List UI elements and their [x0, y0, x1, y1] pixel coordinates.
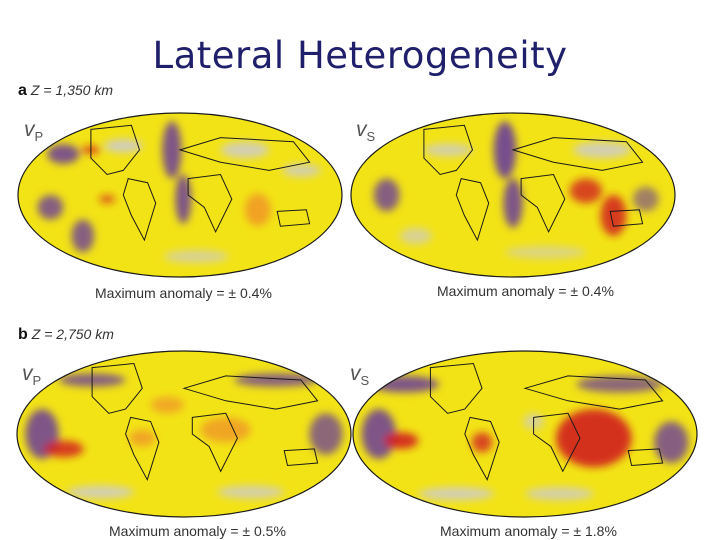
anomaly-patch — [150, 396, 184, 414]
anomaly-patch — [471, 432, 493, 453]
anomaly-patch — [525, 487, 594, 501]
map-outline — [352, 350, 698, 518]
panel-letter: b — [18, 326, 28, 343]
coastline — [464, 416, 500, 481]
anomaly-patch — [282, 163, 321, 177]
velocity-subscript: S — [360, 373, 370, 389]
coastline — [609, 209, 644, 227]
map-b-vs — [352, 350, 698, 518]
coastline — [182, 375, 319, 410]
anomaly-patch — [47, 144, 80, 164]
anomaly-patch — [572, 141, 632, 159]
velocity-subscript: P — [32, 373, 42, 389]
panel-letter: a — [18, 82, 27, 99]
depth-label: Z = 1,350 km — [30, 82, 113, 98]
coastline — [523, 375, 664, 410]
coastline — [276, 209, 311, 227]
anomaly-patch — [504, 245, 586, 259]
anomaly-patch — [99, 195, 116, 204]
anomaly-patch — [43, 440, 84, 458]
coastline — [90, 124, 141, 176]
velocity-subscript: S — [366, 129, 376, 145]
coastline — [511, 137, 644, 171]
map-outline — [350, 112, 676, 278]
coastline — [520, 173, 566, 234]
velocity-symbol: v — [356, 118, 367, 141]
anomaly-patch — [175, 174, 192, 224]
coastline — [627, 448, 664, 467]
anomaly-patch — [162, 121, 182, 179]
coastline — [191, 412, 238, 473]
caption-a-vp: Maximum anomaly = ± 0.4% — [95, 285, 272, 301]
anomaly-layer — [373, 121, 659, 259]
anomaly-patch — [163, 249, 229, 264]
coastline — [455, 178, 490, 242]
anomaly-patch — [383, 432, 419, 449]
anomaly-layer — [25, 362, 343, 499]
depth-label: Z = 2,750 km — [31, 326, 114, 342]
anomaly-patch — [361, 409, 396, 459]
coastline — [125, 416, 160, 481]
anomaly-patch — [503, 178, 523, 228]
anomaly-layer — [361, 362, 689, 501]
anomaly-patch — [103, 139, 143, 153]
velocity-symbol: v — [350, 362, 361, 385]
coastline — [533, 412, 581, 473]
anomaly-patch — [309, 413, 343, 455]
map-background — [353, 351, 697, 517]
velocity-label-vp: vP — [24, 118, 43, 144]
anomaly-patch — [200, 417, 251, 443]
map-a-vp — [17, 112, 343, 278]
anomaly-patch — [128, 429, 156, 447]
velocity-subscript: P — [34, 129, 44, 145]
anomaly-patch — [418, 487, 495, 501]
anomaly-layer — [37, 121, 321, 264]
anomaly-patch — [220, 141, 270, 159]
coastline — [178, 137, 311, 171]
map-outline — [16, 350, 352, 518]
velocity-symbol: v — [22, 362, 33, 385]
anomaly-patch — [370, 375, 439, 393]
anomaly-patch — [569, 178, 603, 204]
anomaly-patch — [423, 143, 473, 157]
anomaly-patch — [37, 195, 64, 220]
slide-title: Lateral Heterogeneity — [152, 34, 568, 77]
velocity-label-vs: vS — [350, 362, 369, 388]
anomaly-patch — [555, 409, 632, 468]
anomaly-patch — [71, 219, 95, 253]
coastline — [91, 362, 143, 414]
map-b-vp — [16, 350, 352, 518]
coastline — [187, 173, 233, 234]
caption-a-vs: Maximum anomaly = ± 0.4% — [437, 283, 614, 299]
coastline — [283, 448, 319, 467]
velocity-label-vs: vS — [356, 118, 375, 144]
anomaly-patch — [654, 421, 689, 464]
coastline — [122, 178, 157, 242]
anomaly-patch — [217, 485, 285, 499]
velocity-label-vp: vP — [22, 362, 41, 388]
anomaly-patch — [67, 485, 134, 499]
map-outline — [17, 112, 343, 278]
anomaly-patch — [234, 373, 318, 387]
anomaly-patch — [399, 227, 432, 245]
caption-b-vs: Maximum anomaly = ± 1.8% — [440, 523, 617, 539]
coastline — [423, 124, 474, 176]
anomaly-patch — [632, 186, 659, 212]
anomaly-patch — [493, 121, 517, 179]
coastline — [429, 362, 483, 414]
map-background — [17, 351, 351, 517]
map-a-vs — [350, 112, 676, 278]
velocity-symbol: v — [24, 118, 35, 141]
anomaly-patch — [244, 193, 271, 227]
anomaly-patch — [373, 178, 400, 212]
anomaly-patch — [600, 195, 627, 236]
caption-b-vp: Maximum anomaly = ± 0.5% — [109, 523, 286, 539]
